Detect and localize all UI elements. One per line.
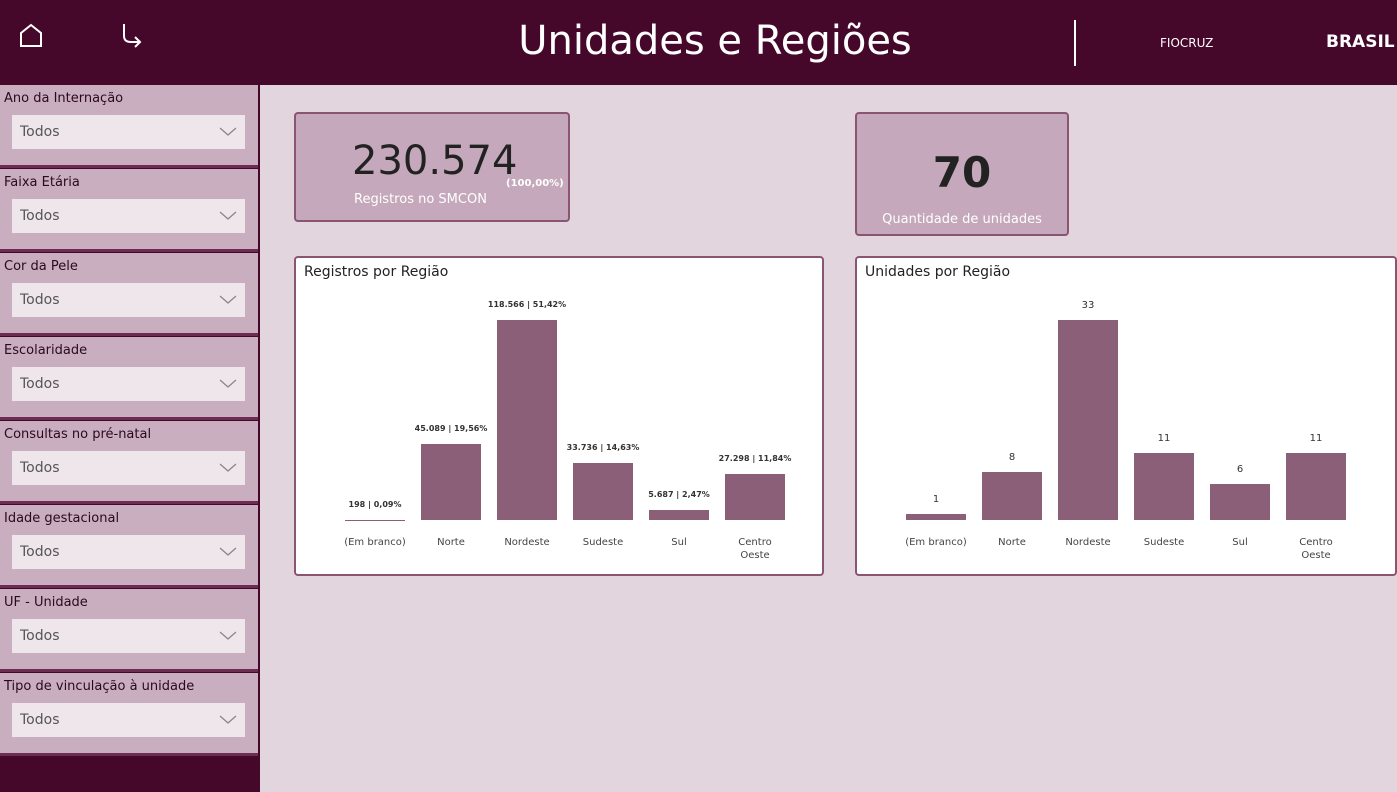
chevron (219, 127, 237, 136)
filter-panel: Ano da Internação Todos Faixa Etária Todos C… (0, 85, 260, 792)
filter: Idade gestacional Todos (0, 505, 258, 588)
data-label: 27.298 | 11,84% (718, 453, 792, 463)
filter-label: Tipo de vinculação à unidade (4, 679, 195, 694)
category-label: Norte (437, 537, 465, 548)
chevron (219, 211, 237, 220)
filter-label: Consultas no pré-natal (4, 427, 152, 442)
divider (1074, 20, 1076, 66)
dropdown-value: Todos (20, 460, 60, 476)
filter-label: Ano da Internação (4, 91, 124, 106)
bar (649, 510, 709, 520)
category-label: Sudeste (582, 537, 624, 548)
kpi-note: (100,00%) (506, 178, 564, 189)
dropdown[interactable]: Todos (12, 619, 245, 653)
data-label: 11 (1157, 433, 1171, 445)
dropdown-value: Todos (20, 376, 60, 392)
chevron (219, 715, 237, 724)
category-label: (Em branco) (905, 537, 967, 548)
data-label: 5.687 | 2,47% (648, 490, 710, 500)
bar (497, 320, 557, 520)
chevron (219, 631, 237, 640)
filter-label: UF - Unidade (4, 595, 88, 610)
bar (345, 519, 405, 521)
category-label: Nordeste (504, 537, 550, 548)
chevron (219, 547, 237, 556)
filter-label: Escolaridade (4, 343, 88, 358)
bar (573, 463, 633, 520)
dropdown[interactable]: Todos (12, 283, 245, 317)
data-label: 198 | 0,09% (348, 499, 402, 509)
filter-label: Cor da Pele (4, 259, 78, 274)
data-label: 118.566 | 51,42% (487, 300, 567, 309)
bar (1210, 483, 1270, 520)
kpi-label: Registros no SMCON (354, 192, 487, 207)
header: Unidades e Regiões FIOCRUZ BRASIL (0, 0, 1397, 85)
filter-label: Idade gestacional (4, 511, 120, 526)
filter: Escolaridade Todos (0, 337, 258, 420)
dropdown[interactable]: Todos (12, 451, 245, 485)
dropdown-value: Todos (20, 292, 60, 308)
dropdown-value: Todos (20, 544, 60, 560)
chart-panel: Unidades por Região 1 (Em branco) 8 Norte 33 N… (855, 256, 1397, 576)
dropdown[interactable]: Todos (12, 199, 245, 233)
kpi-card: 230.574 (100,00%) Registros no SMCON (294, 112, 570, 222)
data-label: 8 (1008, 451, 1016, 463)
filter: UF - Unidade Todos (0, 589, 258, 672)
dropdown-value: Todos (20, 628, 60, 644)
logo: BRASIL (1326, 32, 1395, 52)
bar (1058, 320, 1118, 520)
category-label: (Em branco) (344, 537, 406, 548)
chart-title: Unidades por Região (865, 264, 1011, 280)
filter-label: Faixa Etária (4, 175, 80, 190)
kpi-value: 70 (932, 148, 992, 197)
bar (982, 471, 1042, 520)
data-label: 1 (932, 493, 940, 505)
chart-title: Registros por Região (304, 264, 449, 280)
data-label: 33 (1081, 300, 1095, 311)
data-label: 33.736 | 14,63% (566, 443, 640, 453)
category-label: Nordeste (1065, 537, 1111, 548)
category-label: Sul (1232, 537, 1248, 548)
dropdown[interactable]: Todos (12, 367, 245, 401)
data-label: 11 (1309, 433, 1323, 445)
bar (1134, 453, 1194, 520)
filter: Ano da Internação Todos (0, 85, 258, 168)
bar (906, 513, 966, 520)
category-label: Centro Oeste (738, 537, 772, 561)
back-icon[interactable] (118, 22, 144, 48)
dropdown-value: Todos (20, 208, 60, 224)
kpi-value: 230.574 (352, 138, 518, 184)
data-label: 45.089 | 19,56% (414, 423, 488, 433)
page-title: Unidades e Regiões (518, 18, 912, 64)
filter: Cor da Pele Todos (0, 253, 258, 336)
filter: Tipo de vinculação à unidade Todos (0, 673, 258, 756)
bar (421, 443, 481, 520)
kpi-label: Quantidade de unidades (882, 212, 1042, 227)
dropdown[interactable]: Todos (12, 115, 245, 149)
dropdown[interactable]: Todos (12, 703, 245, 737)
filter: Consultas no pré-natal Todos (0, 421, 258, 504)
category-label: Centro Oeste (1299, 537, 1333, 561)
dropdown-value: Todos (20, 712, 60, 728)
bar (1286, 453, 1346, 520)
chevron (219, 379, 237, 388)
dropdown-value: Todos (20, 124, 60, 140)
bar (725, 473, 785, 520)
chevron (219, 295, 237, 304)
data-label: 6 (1236, 463, 1244, 475)
chart-panel: Registros por Região 198 | 0,09% (Em branc… (294, 256, 824, 576)
dropdown[interactable]: Todos (12, 535, 245, 569)
category-label: Sudeste (1143, 537, 1185, 548)
home-icon[interactable] (18, 22, 44, 48)
filter: Faixa Etária Todos (0, 169, 258, 252)
logo: FIOCRUZ (1160, 36, 1214, 50)
chevron (219, 463, 237, 472)
category-label: Sul (671, 537, 687, 548)
category-label: Norte (998, 537, 1026, 548)
kpi-card: 70 Quantidade de unidades (855, 112, 1069, 236)
